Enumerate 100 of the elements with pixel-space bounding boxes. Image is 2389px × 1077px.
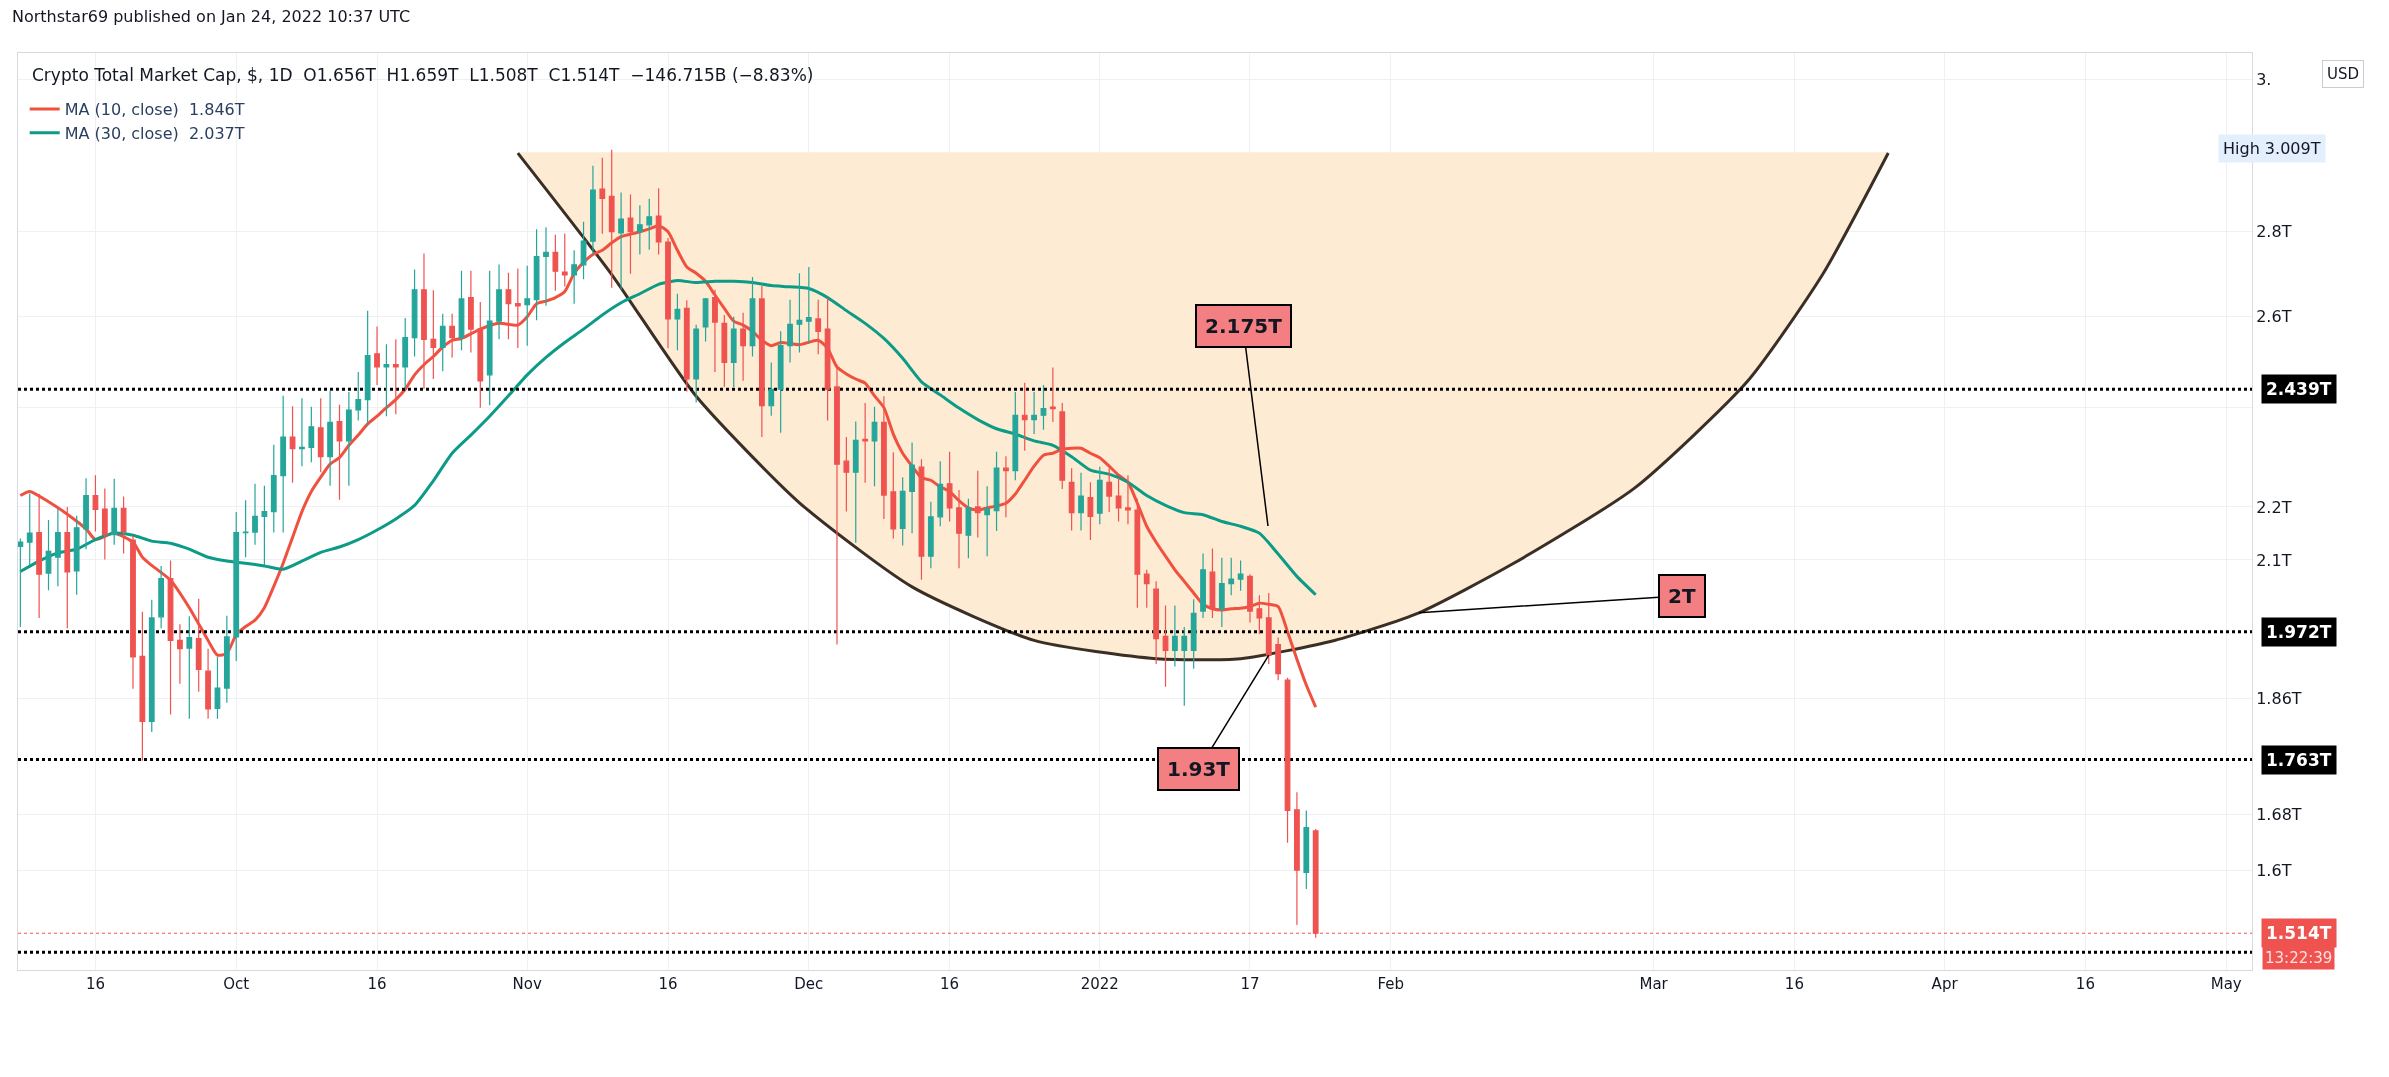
candlestick (881, 395, 887, 520)
candlestick (543, 226, 549, 307)
x-tick-label: 16 (658, 975, 678, 993)
candlestick (561, 232, 568, 288)
candlestick (1068, 467, 1075, 532)
y-tick-label: 1.68T (2256, 805, 2302, 825)
candlestick (693, 324, 700, 404)
candlestick (524, 265, 531, 347)
candlestick (993, 451, 1000, 532)
candlestick (927, 501, 934, 569)
candlestick (270, 444, 277, 534)
candlestick (468, 270, 474, 354)
candlestick (871, 406, 878, 487)
candlestick (392, 338, 399, 415)
candlestick (834, 364, 840, 646)
ref-line-label: 1.514T (2266, 923, 2332, 943)
candlestick (674, 293, 681, 351)
candlestick (852, 420, 859, 544)
candlestick (618, 191, 624, 291)
candlestick (1256, 594, 1263, 635)
candlestick (1134, 498, 1141, 609)
candlestick (580, 221, 587, 280)
candlestick (599, 157, 606, 235)
candlestick (712, 289, 718, 373)
candlestick (402, 317, 409, 390)
candlestick (796, 272, 803, 354)
candlestick (730, 316, 737, 388)
candlestick (383, 343, 390, 417)
candlestick (590, 165, 596, 255)
candlestick (186, 615, 193, 720)
text: 13:22:39 (2265, 949, 2333, 967)
candlestick (552, 234, 559, 292)
candlestick (45, 519, 52, 591)
candlestick (749, 276, 756, 358)
candlestick (805, 266, 812, 345)
candlestick (1190, 598, 1197, 670)
candlestick (1125, 474, 1131, 525)
candlestick (92, 474, 99, 533)
candlestick (646, 198, 653, 251)
candlestick (1096, 466, 1103, 525)
candlestick (1228, 557, 1235, 596)
candlestick (1275, 636, 1282, 681)
candlestick (364, 310, 371, 426)
candlestick (148, 599, 155, 733)
candlestick (1106, 467, 1113, 513)
candlestick (83, 477, 89, 550)
candlestick (843, 436, 850, 513)
candlestick (167, 559, 174, 716)
candlestick (177, 623, 183, 685)
x-tick-label: May (2210, 975, 2242, 993)
candlestick (1200, 552, 1206, 619)
candlestick (1209, 548, 1216, 619)
x-tick-label: Dec (794, 975, 824, 993)
candlestick (289, 405, 296, 484)
candlestick (533, 228, 540, 321)
text: USD (2327, 65, 2360, 83)
candlestick (655, 187, 662, 255)
candlestick (787, 299, 793, 364)
candlestick (636, 204, 643, 255)
x-tick-label: 16 (85, 975, 105, 993)
annotation: 1.93T (1167, 757, 1231, 781)
candlestick (449, 313, 456, 359)
candlestick (1237, 559, 1244, 592)
candlestick (815, 299, 822, 355)
candlestick (974, 470, 981, 538)
candlestick (1171, 604, 1178, 667)
candlestick (158, 565, 165, 629)
candlestick (824, 297, 831, 422)
candlestick (205, 648, 211, 720)
candlestick (984, 485, 991, 557)
candlestick (54, 507, 61, 587)
x-tick-label: 2022 (1080, 975, 1119, 993)
annotation: High 3.009T (2223, 139, 2321, 158)
candlestick (477, 301, 484, 409)
candlestick (111, 478, 118, 546)
candlestick (439, 313, 446, 372)
candlestick (374, 325, 380, 386)
candlestick (317, 397, 324, 473)
candlestick (214, 656, 221, 720)
y-tick-label: 2.8T (2256, 222, 2292, 242)
candlestick (1078, 472, 1084, 532)
candlestick (608, 149, 615, 289)
candlestick (18, 537, 24, 628)
candlestick (233, 511, 240, 662)
candlestick (1247, 573, 1253, 624)
candlestick (965, 498, 972, 559)
candlestick (1218, 557, 1225, 628)
candlestick (1265, 592, 1272, 665)
candlestick (308, 406, 315, 463)
x-tick-label: 16 (367, 975, 387, 993)
candlestick (1143, 569, 1150, 609)
x-tick-label: Apr (1931, 975, 1959, 993)
ref-line-label: 1.972T (2266, 622, 2332, 642)
candlestick (956, 489, 962, 569)
candlestick (1181, 626, 1188, 707)
annotation: 2T (1668, 584, 1696, 608)
candlestick (758, 284, 765, 438)
candlestick (768, 361, 775, 417)
candlestick (1031, 391, 1037, 435)
candlestick (458, 270, 465, 351)
